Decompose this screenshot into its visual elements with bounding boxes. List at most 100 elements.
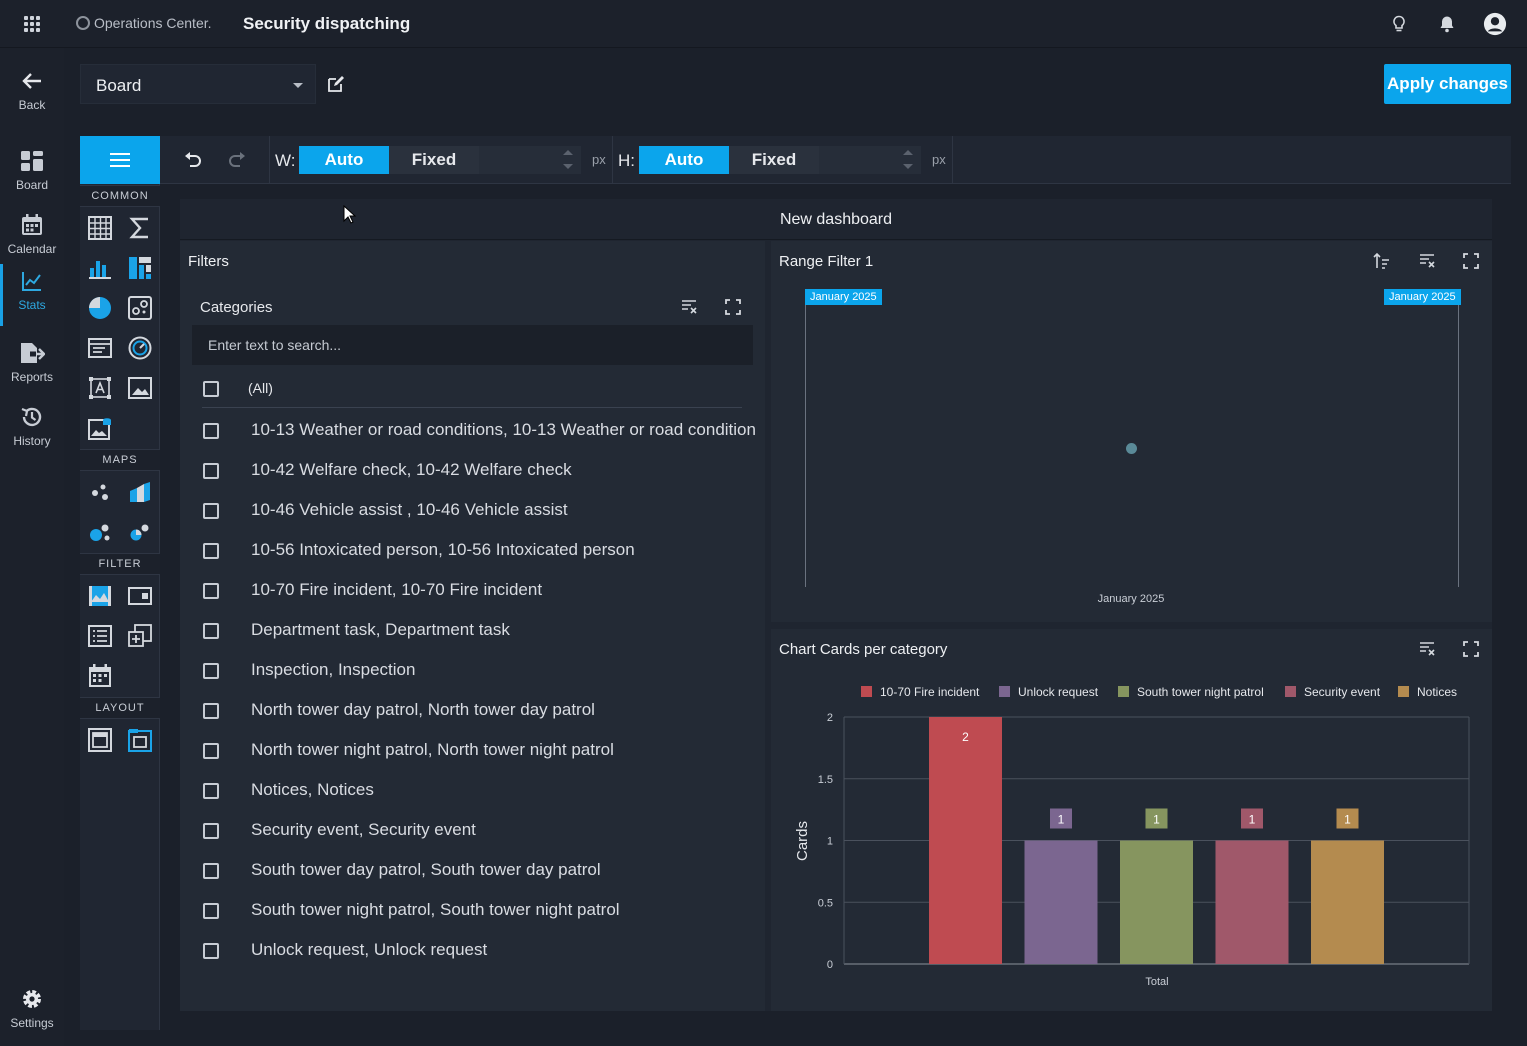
text-box-icon[interactable] bbox=[88, 336, 112, 360]
pie-chart-icon[interactable] bbox=[88, 296, 112, 320]
stepper-up-icon[interactable] bbox=[903, 150, 913, 155]
bound-image-icon[interactable] bbox=[88, 376, 112, 400]
category-label: South tower day patrol, South tower day … bbox=[251, 860, 601, 879]
designer-toolbar: W: Auto Fixed px H: Auto Fixed px bbox=[160, 136, 1511, 184]
lightbulb-icon[interactable] bbox=[1387, 10, 1411, 38]
width-auto-button[interactable]: Auto bbox=[299, 146, 389, 174]
clear-filter-icon[interactable] bbox=[1418, 640, 1436, 658]
bar-value-label: 1 bbox=[1249, 813, 1256, 827]
category-checkbox[interactable] bbox=[203, 783, 219, 799]
bubble-map-icon[interactable] bbox=[88, 520, 112, 544]
category-checkbox[interactable] bbox=[203, 543, 219, 559]
bar[interactable] bbox=[1311, 840, 1384, 965]
category-label: Department task, Department task bbox=[251, 620, 510, 639]
redo-icon[interactable] bbox=[228, 152, 246, 168]
apply-changes-button[interactable]: Apply changes bbox=[1384, 64, 1511, 104]
board-select[interactable]: Board bbox=[80, 64, 316, 104]
bar[interactable] bbox=[929, 717, 1002, 964]
category-checkbox[interactable] bbox=[203, 423, 219, 439]
category-checkbox[interactable] bbox=[203, 863, 219, 879]
category-checkbox[interactable] bbox=[203, 463, 219, 479]
range-right-handle[interactable]: January 2025 bbox=[1384, 289, 1461, 305]
brand[interactable]: Operations Center. bbox=[76, 15, 212, 31]
nav-back[interactable]: Back bbox=[0, 64, 64, 126]
bar[interactable] bbox=[1120, 840, 1193, 965]
category-checkbox[interactable] bbox=[203, 503, 219, 519]
nav-item-reports[interactable]: Reports bbox=[0, 336, 64, 398]
category-checkbox[interactable] bbox=[203, 663, 219, 679]
user-avatar-icon[interactable] bbox=[1483, 10, 1507, 38]
category-checkbox[interactable] bbox=[203, 943, 219, 959]
pie-map-icon[interactable] bbox=[128, 520, 152, 544]
category-checkbox[interactable] bbox=[203, 623, 219, 639]
category-checkbox[interactable] bbox=[203, 823, 219, 839]
bar-value-label: 1 bbox=[1344, 813, 1351, 827]
height-unit-label: px bbox=[932, 152, 946, 167]
category-checkbox[interactable] bbox=[203, 583, 219, 599]
combo-box-icon[interactable] bbox=[128, 584, 152, 608]
range-filter-panel[interactable]: Range Filter 1 January 2025 January 2025… bbox=[771, 241, 1492, 622]
category-checkbox[interactable] bbox=[203, 903, 219, 919]
stepper-up-icon[interactable] bbox=[563, 150, 573, 155]
nav-settings[interactable]: Settings bbox=[0, 982, 64, 1044]
checkbox-all[interactable] bbox=[203, 381, 219, 397]
clear-filter-icon[interactable] bbox=[1418, 252, 1436, 270]
dashboard-title[interactable]: New dashboard bbox=[180, 199, 1492, 240]
category-checkbox[interactable] bbox=[203, 743, 219, 759]
nav-item-history[interactable]: History bbox=[0, 400, 64, 462]
legend-label[interactable]: Unlock request bbox=[1018, 685, 1099, 699]
nav-item-calendar[interactable]: Calendar bbox=[0, 208, 64, 270]
bell-icon[interactable] bbox=[1435, 10, 1459, 38]
tab-container-icon[interactable] bbox=[128, 728, 152, 752]
legend-label[interactable]: Security event bbox=[1304, 685, 1381, 699]
grid-widget-icon[interactable] bbox=[88, 216, 112, 240]
edit-icon[interactable] bbox=[326, 74, 346, 94]
range-filter-icon[interactable] bbox=[88, 584, 112, 608]
stepper-down-icon[interactable] bbox=[903, 164, 913, 169]
hamburger-menu-icon[interactable] bbox=[80, 136, 160, 184]
undo-icon[interactable] bbox=[184, 152, 202, 168]
height-fixed-button[interactable]: Fixed bbox=[729, 146, 819, 174]
left-nav: Back Board Calendar Stats Reports Histor… bbox=[0, 48, 64, 1046]
filters-group[interactable]: Filters Categories (All) 10-13 Weather o… bbox=[180, 241, 765, 1011]
chart-panel[interactable]: Chart Cards per category 10-70 Fire inci… bbox=[771, 629, 1492, 1011]
group-icon[interactable] bbox=[88, 728, 112, 752]
range-left-handle[interactable]: January 2025 bbox=[805, 289, 882, 305]
apps-grid-icon[interactable] bbox=[24, 16, 40, 32]
width-px-stepper[interactable] bbox=[479, 146, 581, 174]
choropleth-map-icon[interactable] bbox=[128, 480, 152, 504]
legend-label[interactable]: 10-70 Fire incident bbox=[880, 685, 980, 699]
categories-search-input[interactable] bbox=[192, 325, 753, 365]
scatter-card-icon[interactable] bbox=[128, 296, 152, 320]
height-auto-button[interactable]: Auto bbox=[639, 146, 729, 174]
list-box-icon[interactable] bbox=[88, 624, 112, 648]
bar[interactable] bbox=[1215, 840, 1289, 965]
date-filter-icon[interactable] bbox=[88, 664, 112, 688]
nav-item-label: History bbox=[13, 434, 51, 448]
maximize-icon[interactable] bbox=[724, 298, 742, 316]
bar[interactable] bbox=[1024, 840, 1098, 965]
height-px-stepper[interactable] bbox=[819, 146, 921, 174]
nav-item-board[interactable]: Board bbox=[0, 144, 64, 206]
stepper-down-icon[interactable] bbox=[563, 164, 573, 169]
bar-chart-icon[interactable] bbox=[88, 256, 112, 280]
image-icon[interactable] bbox=[128, 376, 152, 400]
geo-point-map-icon[interactable] bbox=[88, 480, 112, 504]
category-checkbox[interactable] bbox=[203, 703, 219, 719]
treemap-icon[interactable] bbox=[128, 256, 152, 280]
list-divider bbox=[202, 407, 742, 408]
clear-filter-icon[interactable] bbox=[680, 298, 698, 316]
width-fixed-button[interactable]: Fixed bbox=[389, 146, 479, 174]
tree-view-icon[interactable] bbox=[128, 624, 152, 648]
image-data-icon[interactable] bbox=[88, 416, 112, 440]
legend-label[interactable]: Notices bbox=[1417, 685, 1457, 699]
gauge-icon[interactable] bbox=[128, 336, 152, 360]
nav-item-stats[interactable]: Stats bbox=[0, 264, 64, 326]
sigma-card-icon[interactable] bbox=[128, 216, 152, 240]
legend-label[interactable]: South tower night patrol bbox=[1137, 685, 1264, 699]
maximize-icon[interactable] bbox=[1462, 640, 1480, 658]
bar-value-label: 2 bbox=[962, 730, 969, 744]
y-tick-label: 1 bbox=[827, 836, 833, 848]
sort-icon[interactable] bbox=[1373, 252, 1391, 270]
maximize-icon[interactable] bbox=[1462, 252, 1480, 270]
